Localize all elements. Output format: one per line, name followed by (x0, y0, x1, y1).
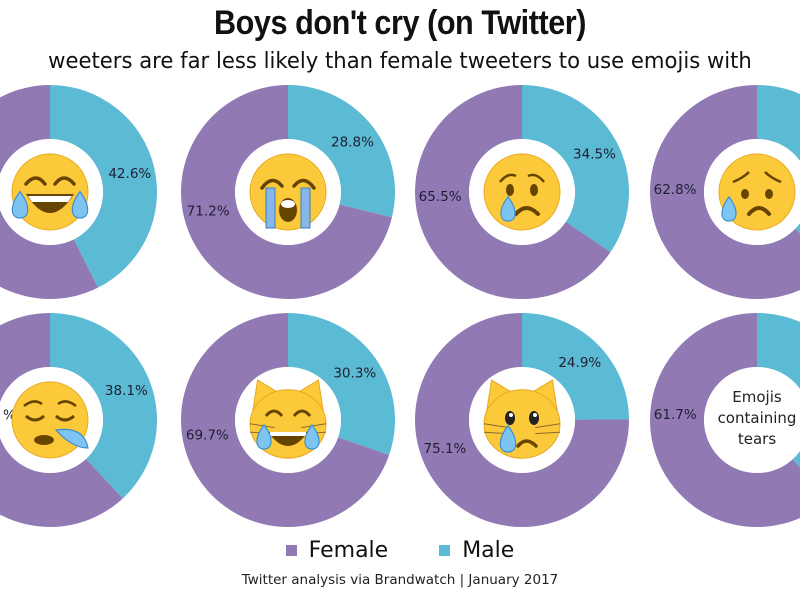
slice-male (50, 313, 157, 499)
donut-chart: 28.8% 71.2% (180, 85, 395, 299)
slice-female (414, 85, 611, 299)
slice-female (0, 85, 98, 299)
slice-male (288, 313, 395, 455)
disappointed-but-relieved-face-icon (718, 153, 796, 231)
slice-female (180, 313, 390, 527)
slice-female (650, 313, 800, 527)
donut-chart: 61.7% Emojis containing tears (650, 313, 800, 527)
legend: Female Male (0, 537, 800, 563)
label-female: 62.8% (654, 182, 697, 198)
label-female: 71.2% (187, 203, 230, 219)
legend-label-female: Female (308, 538, 389, 563)
legend-item-male: Male (439, 538, 514, 563)
legend-swatch-female (285, 545, 297, 556)
label-male: 38.1% (105, 383, 148, 399)
donut-chart: 62.8% (650, 85, 800, 299)
slice-male (757, 85, 800, 234)
donut-chart: 24.9% 75.1% (414, 313, 629, 527)
chart-subtitle: weeters are far less likely than female … (48, 48, 752, 74)
donut-chart: 38.1%% (0, 313, 157, 527)
slice-female (180, 85, 392, 299)
donut-chart: 30.3% 69.7% (180, 313, 395, 527)
slice-male (50, 85, 157, 288)
slice-male (522, 313, 629, 420)
label-female: 65.5% (419, 189, 462, 205)
label-male: 28.8% (331, 134, 374, 150)
crying-face-icon (483, 153, 561, 231)
slice-male (757, 313, 800, 468)
sleepy-face-icon (11, 381, 89, 459)
slice-male (288, 85, 395, 218)
donut-chart: 34.5% 65.5% (414, 85, 629, 299)
slice-female (414, 313, 629, 527)
slice-female (650, 85, 800, 299)
cat-face-with-tears-of-joy-icon (249, 379, 327, 459)
legend-swatch-male (439, 545, 451, 556)
center-text-line: tears (738, 430, 776, 448)
crying-cat-face-icon (483, 379, 561, 459)
label-female: 69.7% (186, 428, 229, 444)
legend-item-female: Female (285, 538, 389, 563)
loudly-crying-face-icon (249, 153, 327, 231)
chart-title: Boys don't cry (on Twitter) (214, 4, 586, 42)
label-male: 30.3% (333, 365, 376, 381)
label-male: 42.6% (108, 166, 151, 182)
slice-male (522, 85, 629, 253)
label-male: 34.5% (573, 147, 616, 163)
label-female: 75.1% (423, 441, 466, 457)
donut-chart: 42.6% (0, 85, 157, 299)
label-female: 61.7% (654, 407, 697, 423)
slice-female (0, 313, 123, 527)
donut-hole (704, 367, 800, 473)
center-text-line: containing (718, 409, 797, 427)
face-with-tears-of-joy-icon (11, 153, 89, 231)
center-text-line: Emojis (732, 388, 782, 406)
source-note: Twitter analysis via Brandwatch | Januar… (241, 572, 559, 588)
legend-label-male: Male (462, 538, 515, 563)
label-male: 24.9% (558, 355, 601, 371)
